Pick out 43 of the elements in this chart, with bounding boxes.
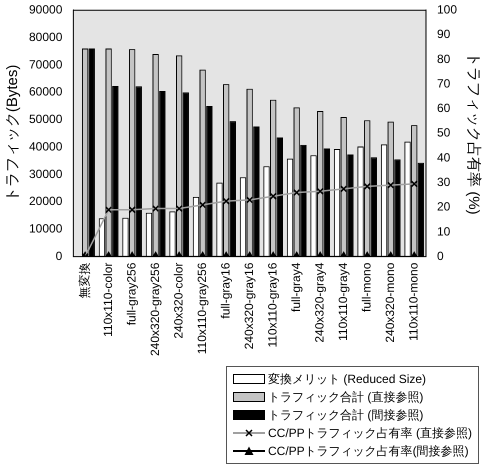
y-tick-label: 50000 bbox=[28, 112, 63, 126]
x-tick-label: 無変換 bbox=[77, 262, 92, 299]
x-tick-label: 240x320-color bbox=[171, 262, 186, 339]
x-tick-label: 240x320-gray16 bbox=[242, 262, 256, 350]
y2-tick-label: 70 bbox=[436, 76, 451, 90]
y-tick-label: 90000 bbox=[28, 2, 63, 17]
x-tick-label: 240x320-gray4 bbox=[312, 262, 327, 343]
legend-label: CC/PPトラフィック占有率(間接参照) bbox=[268, 443, 469, 460]
x-tick-label: full-gray4 bbox=[289, 262, 303, 312]
y-tick-label: 70000 bbox=[28, 57, 63, 72]
y2-tick-label: 10 bbox=[436, 224, 451, 238]
x-tick-label: 110x110-gray4 bbox=[336, 262, 350, 341]
y2-tick-label: 60 bbox=[436, 101, 451, 116]
y2-tick-label: 40 bbox=[436, 150, 451, 164]
y-tick-label: 60000 bbox=[28, 84, 63, 99]
x-tick-label: 110x110-mono bbox=[406, 262, 421, 341]
x-tick-label: 240x320-mono bbox=[383, 262, 398, 343]
x-tick-label: 110x110-gray256 bbox=[194, 262, 209, 354]
y-tick-label: 0 bbox=[56, 248, 63, 263]
y2-tick-label: 30 bbox=[436, 174, 451, 189]
x-tick-label: full-gray16 bbox=[218, 262, 232, 319]
y2-tick-label: 90 bbox=[436, 27, 451, 42]
y2-tick-label: 80 bbox=[436, 52, 451, 66]
y2-tick-label: 100 bbox=[436, 2, 458, 17]
x-tick-label: 240x320-gray256 bbox=[148, 262, 162, 356]
y-tick-label: 80000 bbox=[28, 30, 63, 44]
y-tick-label: 20000 bbox=[28, 194, 63, 208]
legend-label: 変換メリット (Reduced Size) bbox=[268, 371, 426, 388]
x-tick-label: 110x110-gray16 bbox=[265, 262, 280, 348]
y2-tick-label: 50 bbox=[436, 126, 451, 140]
legend-label: トラフィック合計 (直接参照) bbox=[268, 389, 424, 406]
x-tick-label: 110x110-color bbox=[100, 262, 115, 337]
y-axis-title: トラフィック(Bytes) bbox=[4, 64, 22, 202]
y-tick-label: 10000 bbox=[28, 222, 63, 236]
y2-tick-label: 0 bbox=[436, 248, 444, 263]
y2-tick-label: 20 bbox=[436, 200, 451, 214]
y-tick-label: 30000 bbox=[28, 166, 63, 181]
legend-label: CC/PPトラフィック占有率 (直接参照) bbox=[268, 425, 472, 442]
legend-label: トラフィック合計 (間接参照) bbox=[268, 407, 424, 424]
x-tick-label: full-mono bbox=[360, 262, 374, 312]
y-tick-label: 40000 bbox=[28, 139, 63, 154]
x-tick-label: full-gray256 bbox=[124, 262, 138, 326]
y2-axis-title: トラフィック占有率 (%) bbox=[464, 52, 482, 215]
